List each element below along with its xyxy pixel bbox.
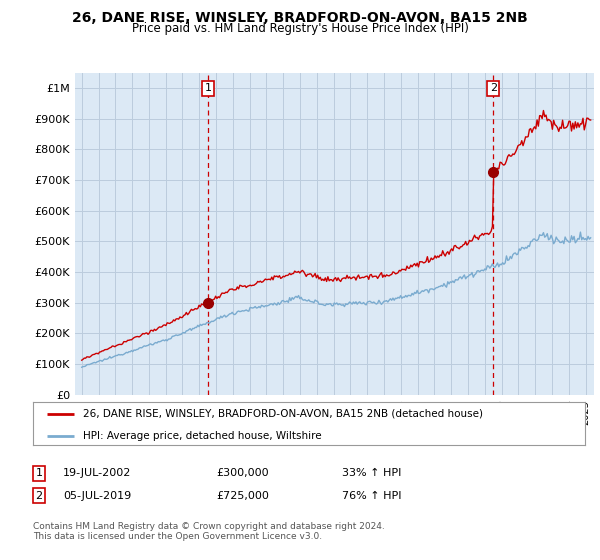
Text: 26, DANE RISE, WINSLEY, BRADFORD-ON-AVON, BA15 2NB (detached house): 26, DANE RISE, WINSLEY, BRADFORD-ON-AVON… [83,409,482,419]
Text: 33% ↑ HPI: 33% ↑ HPI [342,468,401,478]
Text: 2: 2 [35,491,43,501]
Text: £725,000: £725,000 [216,491,269,501]
Text: Price paid vs. HM Land Registry's House Price Index (HPI): Price paid vs. HM Land Registry's House … [131,22,469,35]
Text: 76% ↑ HPI: 76% ↑ HPI [342,491,401,501]
Text: 19-JUL-2002: 19-JUL-2002 [63,468,131,478]
Text: 1: 1 [35,468,43,478]
Text: 26, DANE RISE, WINSLEY, BRADFORD-ON-AVON, BA15 2NB: 26, DANE RISE, WINSLEY, BRADFORD-ON-AVON… [72,11,528,25]
Text: £300,000: £300,000 [216,468,269,478]
Text: 1: 1 [205,83,212,93]
Text: Contains HM Land Registry data © Crown copyright and database right 2024.
This d: Contains HM Land Registry data © Crown c… [33,522,385,542]
Text: 05-JUL-2019: 05-JUL-2019 [63,491,131,501]
Text: 2: 2 [490,83,497,93]
Text: HPI: Average price, detached house, Wiltshire: HPI: Average price, detached house, Wilt… [83,431,322,441]
